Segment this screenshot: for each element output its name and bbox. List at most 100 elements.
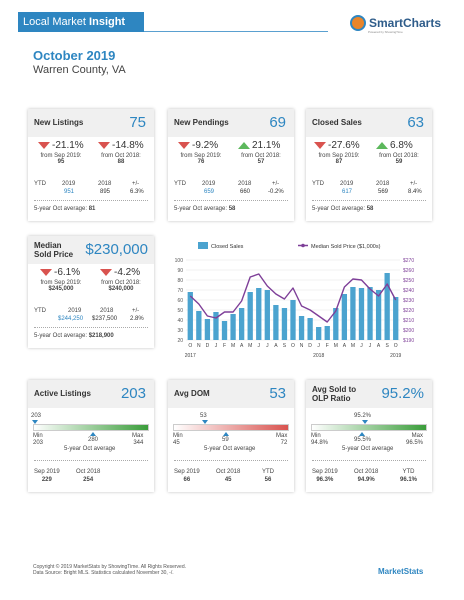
ytd-year1: 2019	[340, 181, 354, 187]
y-tick-right: $260	[403, 268, 414, 274]
ytd-label: YTD	[34, 181, 46, 187]
closed-sales-bar	[264, 290, 270, 340]
up-arrow-icon	[238, 142, 250, 149]
gauge-avg-marker-icon	[223, 432, 229, 436]
ytd-pm: +/-	[272, 181, 280, 187]
card-title: Avg DOM	[174, 389, 210, 398]
card-value: $230,000	[85, 241, 148, 258]
x-tick-label: F	[326, 343, 329, 349]
card-title: Avg Sold to OLP Ratio	[312, 385, 357, 403]
ytd-pct: -0.2%	[268, 189, 284, 195]
x-tick-label: O	[188, 343, 192, 349]
change-sep-detail: from Sep 2019: 87	[318, 153, 360, 165]
closed-sales-bar	[273, 305, 279, 340]
compare-sep: Sep 2019 229	[34, 469, 60, 483]
ytd-pct: 8.4%	[408, 189, 422, 195]
change-oct: -14.8%	[98, 140, 144, 151]
ytd-year1: 2019	[202, 181, 216, 187]
change-oct-detail: from Oct 2018: 88	[101, 153, 141, 165]
closed-sales-bar	[375, 290, 382, 340]
compare-oct: Oct 2018 254	[76, 469, 101, 483]
gauge-pointer-icon	[202, 420, 208, 424]
x-tick-label: A	[274, 343, 278, 349]
x-tick-label: J	[215, 343, 218, 349]
gauge-avg-label: 5-year Oct average	[64, 446, 116, 452]
closed-sales-bar	[221, 321, 228, 340]
new-pendings-card: New Pendings 69 -9.2% 21.1% from Sep 201…	[168, 109, 294, 221]
y-tick-left: 90	[177, 268, 183, 274]
ytd-value2: $237,500	[92, 316, 118, 322]
y-tick-right: $250	[403, 278, 414, 284]
ytd-year2: 2018	[376, 181, 390, 187]
closed-sales-bar	[384, 273, 390, 340]
closed-sales-bar	[367, 287, 373, 340]
card-value: 95.2%	[381, 385, 424, 402]
ytd-label: YTD	[174, 181, 186, 187]
gauge-max: Max 72	[276, 433, 288, 446]
footer-copyright: Copyright © 2019 MarketStats by ShowingT…	[33, 564, 187, 576]
closed-sales-bar	[290, 300, 296, 340]
y-tick-right: $230	[403, 298, 414, 304]
down-arrow-icon	[314, 142, 326, 149]
x-tick-label: A	[240, 343, 244, 349]
new-listings-card: New Listings 75 -21.1% -14.8% from Sep 2…	[28, 109, 154, 221]
closed-sales-bar	[341, 294, 348, 340]
gauge-bar	[311, 424, 427, 431]
compare-oct: Oct 2018 45	[216, 469, 241, 483]
closed-sales-bar	[213, 312, 219, 340]
y-tick-right: $190	[403, 338, 414, 344]
card-title: Median Sold Price	[34, 241, 74, 259]
x-tick-label: J	[258, 343, 261, 349]
down-arrow-icon	[178, 142, 190, 149]
y-tick-left: 60	[177, 298, 183, 304]
avg-dom-card: Avg DOM 53 53 Min 45 59 5-year Oct averag…	[168, 380, 294, 492]
ytd-value1: 951	[64, 189, 75, 195]
five-year-avg: 5-year Oct average: 81	[34, 206, 96, 212]
y-tick-left: 80	[177, 278, 183, 284]
closed-sales-bar	[333, 308, 339, 340]
legend-bar-label: Closed Sales	[211, 244, 244, 250]
closed-sales-bar	[393, 297, 399, 340]
logo-icon	[350, 15, 366, 31]
year-label: 2019	[390, 353, 401, 359]
compare-sep: Sep 2019 96.3%	[312, 469, 338, 483]
gauge-avg-label: 5-year Oct average	[342, 446, 394, 452]
x-tick-label: F	[223, 343, 226, 349]
change-oct-detail: from Oct 2018: 57	[241, 153, 281, 165]
x-tick-label: N	[197, 343, 201, 349]
chart-svg: Closed Sales Median Sold Price ($1,000s) 1…	[175, 242, 414, 359]
y-tick-left: 70	[177, 288, 183, 294]
change-sep: -9.2%	[178, 140, 218, 151]
sales-price-chart: Closed Sales Median Sold Price ($1,000s) 1…	[168, 236, 434, 374]
ytd-pct: 2.8%	[130, 316, 144, 322]
gauge-max: Max 96.5%	[406, 433, 424, 446]
five-year-avg: 5-year Oct average: 58	[174, 206, 236, 212]
gauge-bar	[33, 424, 149, 431]
change-sep-detail: from Sep 2019: $245,000	[40, 280, 82, 292]
gauge-pointer-icon	[362, 420, 368, 424]
y-tick-left: 30	[177, 328, 183, 334]
gauge-avg-value: 280	[88, 437, 99, 443]
ytd-value2: 895	[100, 189, 111, 195]
compare-sep: Sep 2019 66	[174, 469, 200, 483]
change-sep: -6.1%	[40, 267, 80, 278]
x-tick-label: O	[394, 343, 398, 349]
x-tick-label: M	[248, 343, 252, 349]
report-county: Warren County, VA	[33, 64, 126, 76]
closed-sales-bar	[350, 287, 356, 340]
marketstats-logo: MarketStats	[378, 567, 424, 576]
gauge-current-label: 203	[31, 413, 42, 419]
up-arrow-icon	[376, 142, 388, 149]
change-sep: -21.1%	[38, 140, 84, 151]
y-tick-left: 20	[177, 338, 183, 344]
legend-bar-swatch	[198, 242, 208, 249]
ytd-value1: 617	[342, 189, 353, 195]
x-tick-label: D	[308, 343, 312, 349]
x-tick-label: S	[283, 343, 287, 349]
card-value: 75	[129, 114, 146, 131]
compare-oct: Oct 2018 94.9%	[354, 469, 379, 483]
y-tick-right: $220	[403, 308, 414, 314]
card-title: New Pendings	[174, 118, 229, 127]
gauge-min: Min 203	[33, 433, 44, 446]
closed-sales-card: Closed Sales 63 -27.6% 6.8% from Sep 201…	[306, 109, 432, 221]
